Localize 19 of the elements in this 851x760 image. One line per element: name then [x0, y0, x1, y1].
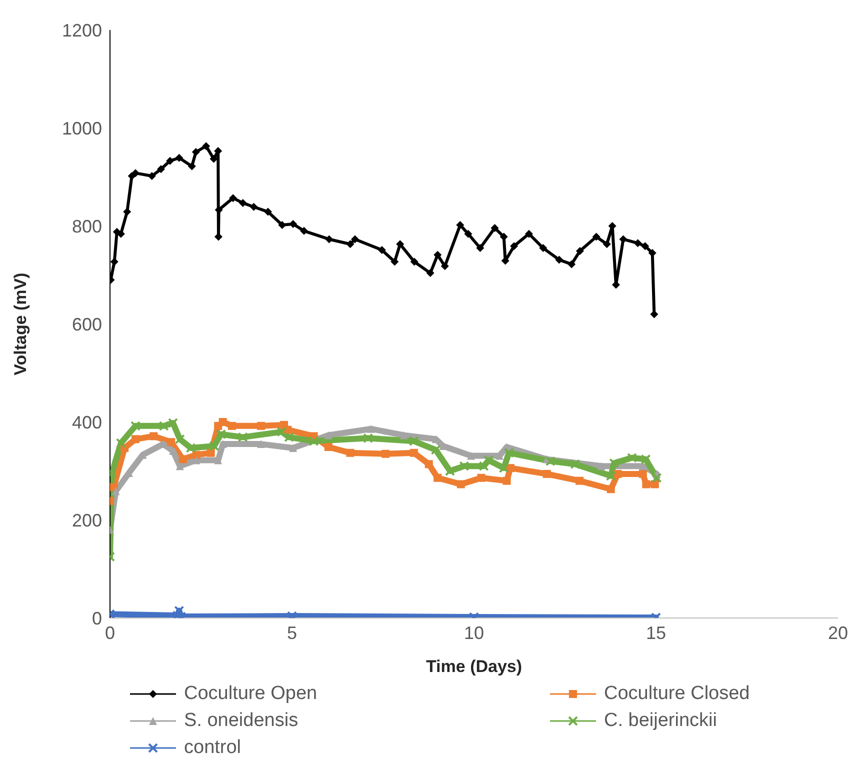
y-tick-label: 600 — [72, 314, 102, 334]
x-tick-label: 20 — [828, 622, 848, 643]
legend-label: C. beijerinckii — [603, 709, 718, 733]
legend-label: Coculture Closed — [603, 682, 751, 706]
legend-label: S. oneidensis — [183, 709, 300, 733]
y-tick-label: 400 — [72, 412, 102, 432]
legend-label: control — [183, 736, 242, 760]
y-tick-label: 0 — [92, 608, 102, 628]
x-axis-title: Time (Days) — [426, 657, 522, 676]
y-axis-title: Voltage (mV) — [11, 272, 30, 376]
y-tick-label: 1000 — [62, 118, 102, 138]
y-tick-label: 1200 — [62, 20, 102, 40]
x-tick-label: 5 — [286, 622, 298, 643]
x-tick-label: 15 — [646, 622, 666, 643]
y-tick-label: 200 — [72, 510, 102, 530]
legend-label: Coculture Open — [183, 682, 318, 706]
x-tick-label: 10 — [464, 622, 484, 643]
x-tick-label: 0 — [104, 622, 116, 643]
y-tick-label: 800 — [72, 216, 102, 236]
